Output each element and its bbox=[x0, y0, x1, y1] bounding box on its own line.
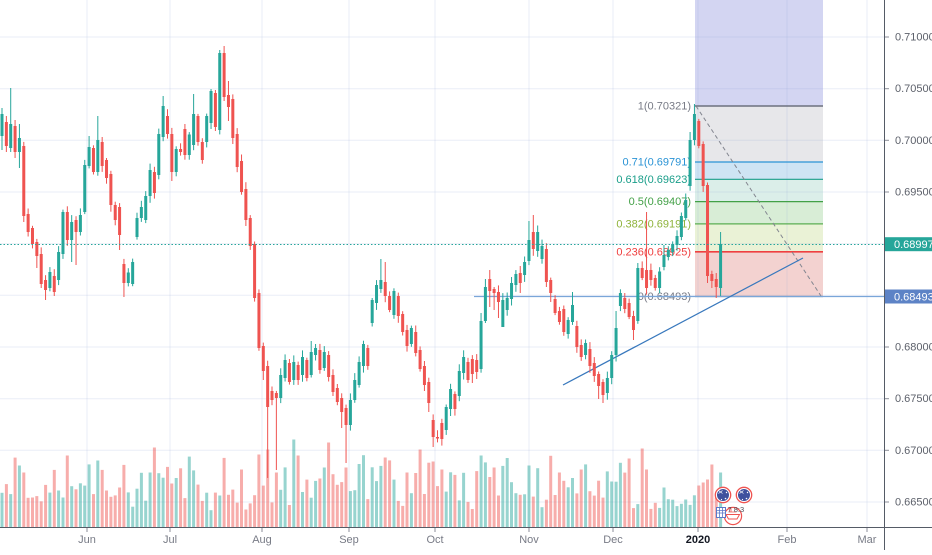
svg-text:7 8:3: 7 8:3 bbox=[728, 505, 745, 514]
svg-text:0.71(0.69791): 0.71(0.69791) bbox=[623, 157, 692, 169]
svg-text:Nov: Nov bbox=[519, 534, 539, 546]
svg-text:0.68000: 0.68000 bbox=[895, 342, 932, 354]
svg-text:0.70500: 0.70500 bbox=[895, 83, 932, 95]
svg-text:2020: 2020 bbox=[686, 534, 710, 546]
svg-text:1(0.70321): 1(0.70321) bbox=[638, 101, 691, 113]
svg-text:Aug: Aug bbox=[252, 534, 272, 546]
svg-text:Oct: Oct bbox=[426, 534, 443, 546]
svg-text:Jul: Jul bbox=[163, 534, 177, 546]
svg-text:Mar: Mar bbox=[858, 534, 877, 546]
svg-text:Dec: Dec bbox=[603, 534, 623, 546]
svg-text:0.67500: 0.67500 bbox=[895, 393, 932, 405]
svg-text:0.68997: 0.68997 bbox=[894, 239, 932, 251]
svg-text:0.67000: 0.67000 bbox=[895, 445, 932, 457]
svg-text:0.382(0.69191): 0.382(0.69191) bbox=[616, 218, 691, 230]
svg-text:0.66500: 0.66500 bbox=[895, 497, 932, 509]
svg-text:Jun: Jun bbox=[78, 534, 96, 546]
svg-text:0.5(0.69407): 0.5(0.69407) bbox=[629, 196, 691, 208]
svg-text:Feb: Feb bbox=[778, 534, 797, 546]
svg-text:0.618(0.69623): 0.618(0.69623) bbox=[616, 174, 691, 186]
svg-text:0.69500: 0.69500 bbox=[895, 187, 932, 199]
svg-text:Sep: Sep bbox=[339, 534, 359, 546]
svg-text:0.70000: 0.70000 bbox=[895, 135, 932, 147]
svg-text:0.71000: 0.71000 bbox=[895, 32, 932, 44]
svg-text:0.68493: 0.68493 bbox=[894, 291, 932, 303]
svg-text:0.236(0.68925): 0.236(0.68925) bbox=[616, 246, 691, 258]
